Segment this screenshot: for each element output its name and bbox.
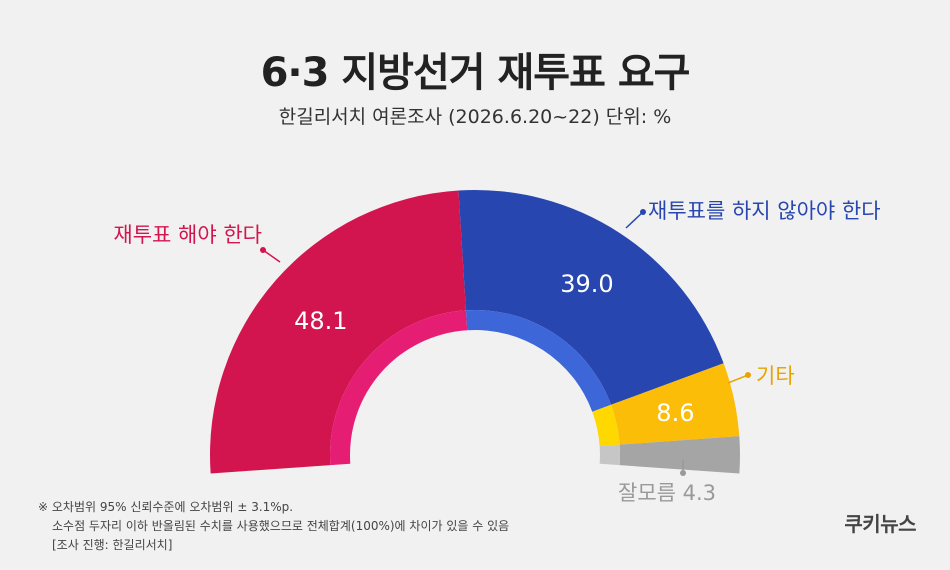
- slice-outer-3: [619, 436, 741, 474]
- slice-value-label-1: 39.0: [560, 270, 613, 298]
- publisher-logo: 쿠키뉴스: [844, 512, 916, 536]
- slice-value-label-0: 48.1: [294, 307, 347, 335]
- slice-value-label-2: 8.6: [656, 399, 694, 427]
- slice-inner-3: [599, 444, 620, 466]
- slice-category-label-3: 잘모름 4.3: [618, 481, 716, 505]
- leader-dot-2: [745, 372, 751, 378]
- chart-subtitle: 한길리서치 여론조사 (2026.6.20~22) 단위: %: [278, 106, 672, 128]
- slice-category-label-2: 기타: [756, 364, 795, 388]
- slice-outer-2: [611, 363, 740, 445]
- slice-inner-2: [592, 404, 620, 447]
- slice-category-label-0: 재투표 해야 한다: [113, 223, 262, 247]
- slice-category-label-1: 재투표를 하지 않아야 한다: [648, 199, 881, 223]
- slice-inner-1: [465, 309, 612, 412]
- leader-dot-0: [260, 247, 266, 253]
- leader-dot-3: [680, 470, 686, 476]
- leader-line-2: [727, 374, 749, 384]
- slice-outer-0: [209, 190, 466, 474]
- chart-title: 6·3 지방선거 재투표 요구: [260, 50, 691, 96]
- leader-line-1: [625, 211, 644, 229]
- footnote: ※ 오차범위 95% 신뢰수준에 오차범위 ± 3.1%p. 소수점 두자리 이…: [38, 498, 509, 555]
- footnote-margin-of-error: ※ 오차범위 95% 신뢰수준에 오차범위 ± 3.1%p.: [38, 500, 294, 514]
- slice-outer-1: [458, 190, 724, 405]
- slice-inner-0: [330, 310, 468, 466]
- leader-line-0: [262, 249, 281, 263]
- leader-dot-1: [640, 209, 646, 215]
- footnote-pollster: [조사 진행: 한길리서치]: [52, 538, 173, 552]
- footnote-rounding: 소수점 두자리 이하 반올림된 수치를 사용했으므로 전체합계(100%)에 차…: [52, 519, 510, 533]
